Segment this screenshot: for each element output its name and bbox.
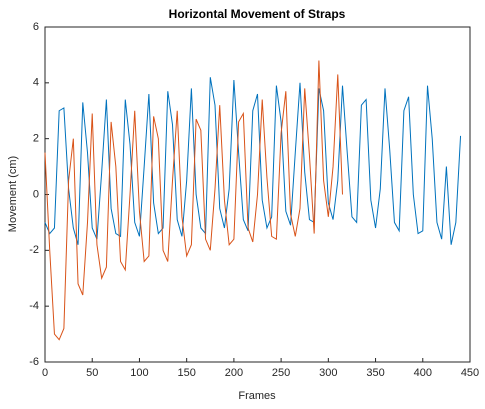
x-tick-label: 250 [272,367,290,379]
chart-title: Horizontal Movement of Straps [169,7,346,21]
x-tick-label: 400 [414,367,432,379]
y-tick-label: 0 [33,188,39,200]
y-axis-label: Movement (cm) [7,156,19,232]
x-tick-label: 300 [319,367,337,379]
x-tick-label: 50 [86,367,98,379]
x-tick-label: 350 [366,367,384,379]
x-tick-label: 100 [130,367,148,379]
x-axis-label: Frames [238,390,276,402]
y-tick-label: -4 [29,300,39,312]
y-tick-label: 2 [33,133,39,145]
y-tick-label: 4 [33,77,39,89]
y-tick-label: -2 [29,244,39,256]
y-tick-label: -6 [29,356,39,368]
y-tick-label: 6 [33,21,39,33]
series-line [44,60,343,341]
x-tick-label: 200 [225,367,243,379]
x-tick-label: 150 [177,367,195,379]
x-tick-label: 450 [461,367,479,379]
x-tick-label: 0 [42,367,48,379]
series-line [44,77,462,245]
